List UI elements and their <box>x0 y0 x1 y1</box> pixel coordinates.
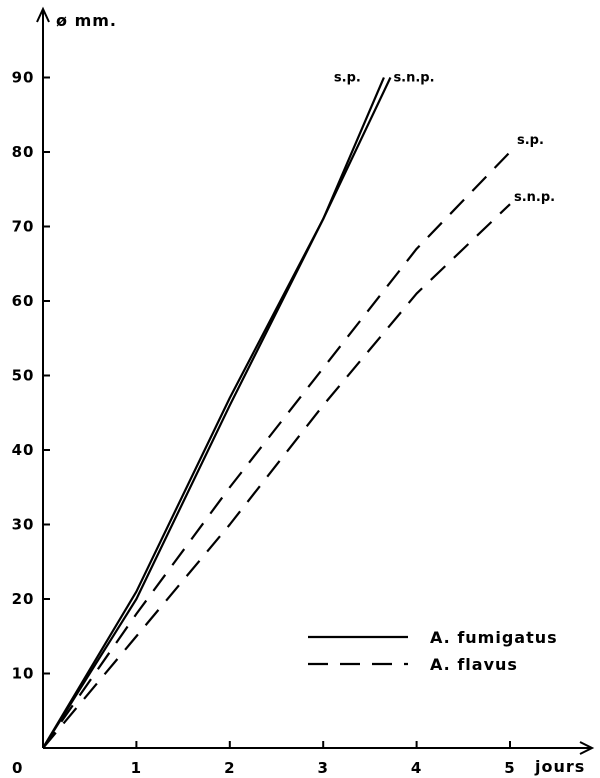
series-end-label: s.n.p. <box>514 190 555 205</box>
series-end-label: s.p. <box>517 133 544 148</box>
y-tick-label: 10 <box>12 665 35 683</box>
series-line <box>42 151 511 749</box>
y-tick-label: 90 <box>12 69 35 87</box>
series-line <box>42 203 511 749</box>
y-tick-label: 40 <box>12 441 35 459</box>
y-tick-label: 60 <box>12 292 35 310</box>
y-tick-label: 30 <box>12 516 35 534</box>
ticks: 1 2 3 4 5 10 20 30 40 50 60 70 80 90 <box>12 69 515 778</box>
y-axis-arrow <box>36 6 50 23</box>
y-tick-label: 70 <box>12 218 35 236</box>
y-tick-label: 50 <box>12 367 35 385</box>
y-axis-label: ø mm. <box>56 11 117 30</box>
series-end-label: s.n.p. <box>393 71 434 86</box>
origin-label: 0 <box>12 759 23 777</box>
legend: A. fumigatus A. flavus <box>308 628 558 674</box>
series-end-label: s.p. <box>334 71 361 86</box>
x-tick-label: 1 <box>131 759 142 777</box>
x-axis-arrow <box>579 741 595 755</box>
x-tick-label: 5 <box>504 759 515 777</box>
x-tick-label: 3 <box>317 759 328 777</box>
legend-label: A. flavus <box>430 655 518 674</box>
axes <box>36 6 595 755</box>
x-tick-label: 2 <box>224 759 235 777</box>
series-line <box>42 77 392 749</box>
y-tick-label: 20 <box>12 590 35 608</box>
labels: ø mm. jours 0 <box>12 11 585 777</box>
series-line <box>42 77 385 749</box>
legend-label: A. fumigatus <box>430 628 558 647</box>
series: s.p. s.n.p. s.p. s.n.p. <box>42 71 555 749</box>
x-axis-label: jours <box>534 757 585 776</box>
y-tick-label: 80 <box>12 143 35 161</box>
x-tick-label: 4 <box>411 759 422 777</box>
